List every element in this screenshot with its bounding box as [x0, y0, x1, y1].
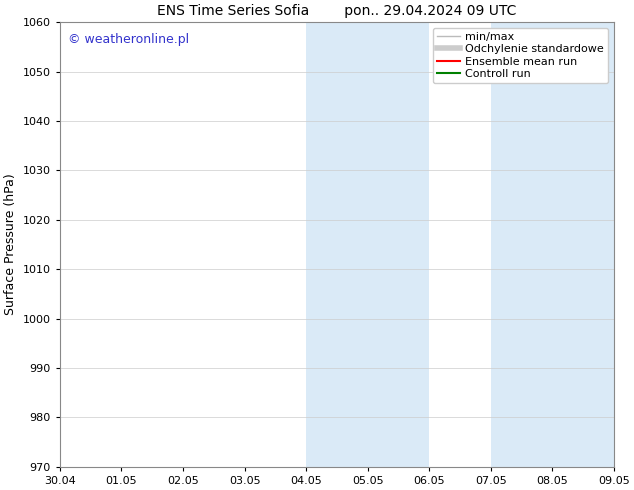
Text: © weatheronline.pl: © weatheronline.pl [68, 33, 190, 46]
Bar [368, 22, 429, 467]
Bar [552, 22, 614, 467]
Title: ENS Time Series Sofia        pon.. 29.04.2024 09 UTC: ENS Time Series Sofia pon.. 29.04.2024 0… [157, 4, 517, 18]
Bar [306, 22, 368, 467]
Bar [491, 22, 552, 467]
Legend: min/max, Odchylenie standardowe, Ensemble mean run, Controll run: min/max, Odchylenie standardowe, Ensembl… [433, 27, 609, 83]
Y-axis label: Surface Pressure (hPa): Surface Pressure (hPa) [4, 173, 17, 316]
